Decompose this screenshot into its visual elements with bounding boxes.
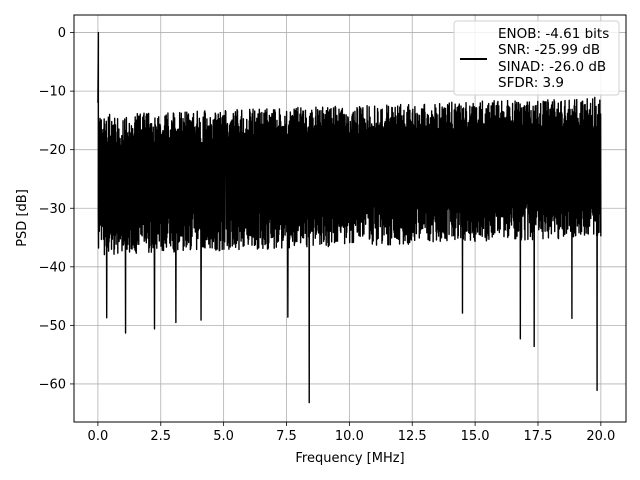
legend-box xyxy=(453,20,620,96)
psd-series-line xyxy=(97,31,602,404)
x-axis-label: Frequency [MHz] xyxy=(295,451,404,466)
x-tick-label: 10.0 xyxy=(335,429,364,444)
y-tick-label: −60 xyxy=(39,377,66,392)
x-tick-label: 15.0 xyxy=(461,429,490,444)
axis-ticks: 0.0 2.5 5.0 7.5 10.0 12.5 15.0 17.5 20.0 0 −10 −20 −… xyxy=(39,26,616,444)
legend-entry-enob: ENOB: -4.61 bits xyxy=(498,26,609,42)
plot-frame xyxy=(73,14,627,423)
x-tick-label: 17.5 xyxy=(524,429,553,444)
y-tick-label: −20 xyxy=(39,143,66,158)
x-tick-label: 7.5 xyxy=(276,429,297,444)
y-tick-label: −10 xyxy=(39,85,66,100)
y-tick-label: −40 xyxy=(39,260,66,275)
legend-entry-snr: SNR: -25.99 dB xyxy=(498,42,600,58)
x-tick-label: 5.0 xyxy=(213,429,234,444)
y-tick-label: 0 xyxy=(58,26,66,41)
x-tick-label: 12.5 xyxy=(398,429,427,444)
legend-entry-sinad: SINAD: -26.0 dB xyxy=(498,59,606,75)
legend: ENOB: -4.61 bits SNR: -25.99 dB SINAD: -… xyxy=(453,20,620,96)
y-axis-label: PSD [dB] xyxy=(15,189,30,247)
x-tick-label: 20.0 xyxy=(586,429,615,444)
series-layer xyxy=(97,31,602,404)
y-tick-label: −30 xyxy=(39,202,66,217)
legend-entry-sfdr: SFDR: 3.9 xyxy=(498,75,564,91)
x-tick-label: 2.5 xyxy=(150,429,171,444)
y-tick-label: −50 xyxy=(39,319,66,334)
x-tick-label: 0.0 xyxy=(88,429,109,444)
